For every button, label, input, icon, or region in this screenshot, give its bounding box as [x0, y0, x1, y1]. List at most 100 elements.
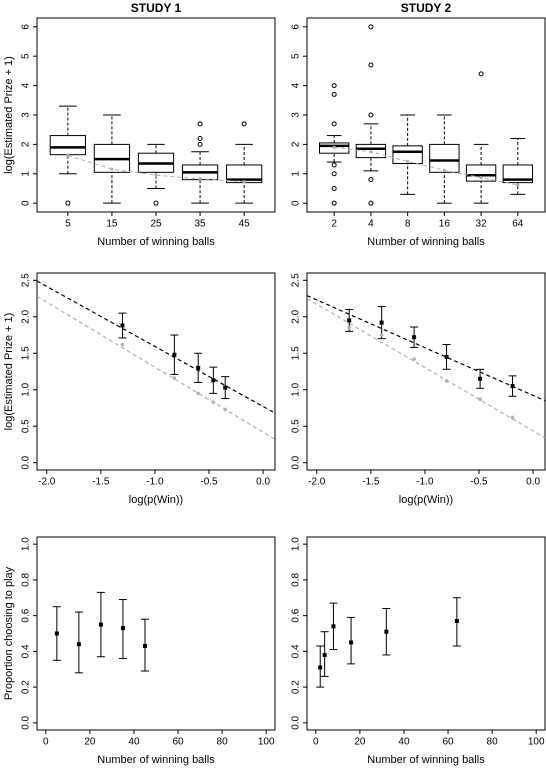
mean-point — [242, 180, 246, 184]
panel-title: STUDY 1 — [131, 1, 182, 15]
outlier — [478, 71, 484, 77]
y-tick-label: 0 — [291, 200, 302, 206]
mean-point — [154, 173, 158, 177]
y-tick-label: 0.8 — [21, 573, 32, 587]
point — [172, 352, 177, 357]
fit-line — [306, 298, 546, 439]
x-tick-label: -1.5 — [92, 477, 110, 488]
y-tick-label: 1.0 — [291, 382, 302, 396]
box — [392, 145, 423, 164]
y-tick-label: 0.6 — [291, 608, 302, 622]
x-tick-label: -1.0 — [416, 477, 434, 488]
point — [510, 415, 515, 420]
x-axis-label: log(p(Win)) — [399, 494, 453, 506]
point — [223, 385, 228, 390]
x-tick-label: 20 — [84, 737, 96, 748]
y-tick-label: 0.0 — [21, 715, 32, 729]
point — [331, 624, 336, 629]
y-tick-label: 1.0 — [21, 537, 32, 551]
plot-frame — [306, 272, 546, 471]
outlier — [153, 200, 159, 206]
point — [54, 631, 59, 636]
x-tick-label: 64 — [512, 219, 524, 230]
y-tick-label: 2.5 — [21, 273, 32, 287]
point — [120, 342, 125, 347]
x-tick-label: 25 — [150, 219, 162, 230]
y-tick-label: 0 — [21, 200, 32, 206]
x-tick-label: 8 — [405, 219, 411, 230]
y-axis-label: log(Estimated Prize + 1) — [3, 56, 15, 174]
point — [444, 354, 449, 359]
x-tick-label: 100 — [258, 737, 275, 748]
point — [347, 325, 351, 330]
point — [196, 391, 200, 396]
y-tick-label: 4 — [21, 82, 32, 88]
x-tick-label: 0 — [313, 737, 319, 748]
mean-point — [198, 177, 202, 181]
fit-line — [306, 295, 546, 402]
y-tick-label: 3 — [291, 112, 302, 118]
point — [322, 652, 327, 657]
point — [318, 665, 323, 670]
outlier — [241, 121, 247, 127]
point — [98, 622, 103, 627]
point — [211, 378, 216, 383]
x-tick-label: 0 — [43, 737, 49, 748]
outlier — [368, 62, 374, 68]
outlier — [331, 91, 337, 97]
mean-point — [66, 153, 70, 158]
y-tick-label: 0.4 — [291, 644, 302, 658]
outlier — [331, 83, 337, 89]
x-axis-label: Number of winning balls — [97, 236, 215, 248]
mean-point — [110, 167, 114, 171]
x-tick-label: 45 — [239, 219, 251, 230]
x-axis-label: log(p(Win)) — [129, 494, 183, 506]
y-tick-label: 0.2 — [291, 680, 302, 694]
point — [120, 626, 125, 631]
y-tick-label: 0.6 — [21, 608, 32, 622]
y-tick-label: 0.0 — [21, 455, 32, 469]
y-tick-label: 0.0 — [291, 455, 302, 469]
x-tick-label: -0.5 — [200, 477, 218, 488]
x-tick-label: 32 — [476, 219, 488, 230]
y-tick-label: 4 — [291, 82, 302, 88]
y-tick-label: 0.5 — [21, 419, 32, 433]
point — [444, 379, 449, 383]
outlier — [331, 162, 337, 168]
fit-line — [36, 280, 276, 414]
x-tick-label: 0.0 — [526, 477, 540, 488]
outlier — [331, 121, 337, 127]
box — [465, 164, 497, 182]
mean-point — [479, 176, 483, 180]
point — [120, 323, 125, 328]
point — [196, 365, 201, 370]
y-tick-label: 1.5 — [21, 346, 32, 360]
outlier — [331, 200, 337, 206]
y-tick-label: 6 — [291, 24, 302, 30]
point — [211, 400, 216, 404]
x-tick-label: 40 — [398, 737, 410, 748]
y-tick-label: 5 — [21, 53, 32, 59]
x-tick-label: 100 — [528, 737, 545, 748]
y-tick-label: 1 — [291, 171, 302, 177]
outlier — [197, 141, 203, 147]
y-axis-label: Proportion choosing to play — [3, 566, 15, 700]
y-tick-label: 2.5 — [291, 273, 302, 287]
plot-frame — [36, 272, 276, 471]
point — [349, 640, 354, 645]
y-tick-label: 2 — [21, 141, 32, 147]
mean-point — [332, 145, 336, 149]
fit-line — [36, 295, 276, 440]
y-tick-label: 1 — [21, 171, 32, 177]
x-tick-label: 2 — [331, 219, 337, 230]
y-tick-label: 0.2 — [21, 680, 32, 694]
outlier — [368, 177, 374, 183]
y-axis-label: log(Estimated Prize + 1) — [3, 313, 15, 431]
plot-frame — [306, 536, 546, 731]
y-tick-label: 2.0 — [21, 309, 32, 323]
point — [478, 397, 482, 402]
box — [49, 135, 86, 156]
y-tick-label: 6 — [21, 24, 32, 30]
point — [223, 407, 228, 412]
